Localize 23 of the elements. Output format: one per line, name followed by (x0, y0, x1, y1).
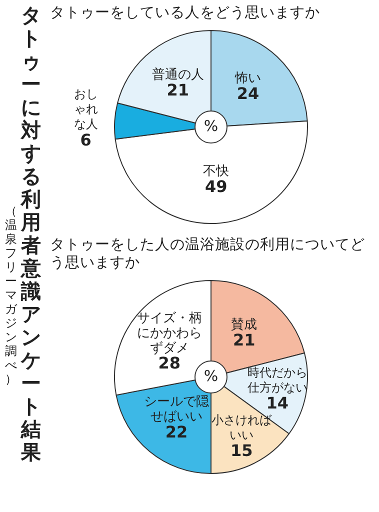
chart-title: タトゥーをした人の温浴施設の利用についてどう思いますか (50, 236, 366, 272)
slice-label: 不快 (203, 164, 230, 180)
data-label: 21 (166, 80, 190, 100)
slice-label: 普通の人 (152, 66, 204, 83)
text: % (204, 116, 218, 135)
chart-title: タトゥーに対する利用者意識アンケート結果 (21, 3, 41, 464)
slice-label: シールで隠せばいい (144, 394, 210, 425)
data-label: 49 (204, 176, 228, 196)
slice-label: サイズ・柄にかかわらずダメ (136, 310, 202, 356)
data-label: 24 (236, 84, 260, 103)
text: （温泉フリーマガジン調べ） (5, 204, 17, 386)
data-label: 15 (230, 440, 253, 460)
chart-title: タトゥーをしている人をどう思いますか (50, 4, 321, 22)
slice-label: 賛成 (231, 318, 258, 333)
data-label: 22 (165, 422, 188, 442)
slice-label: おしゃれな人 (74, 87, 98, 132)
data-label: 6 (80, 130, 92, 150)
data-label: 28 (158, 354, 180, 373)
slice-label: 怖い (234, 70, 261, 86)
text: % (204, 366, 218, 385)
data-label: 14 (266, 393, 288, 412)
data-label: 21 (232, 330, 256, 350)
slice-label: 小さければいい (212, 412, 273, 442)
